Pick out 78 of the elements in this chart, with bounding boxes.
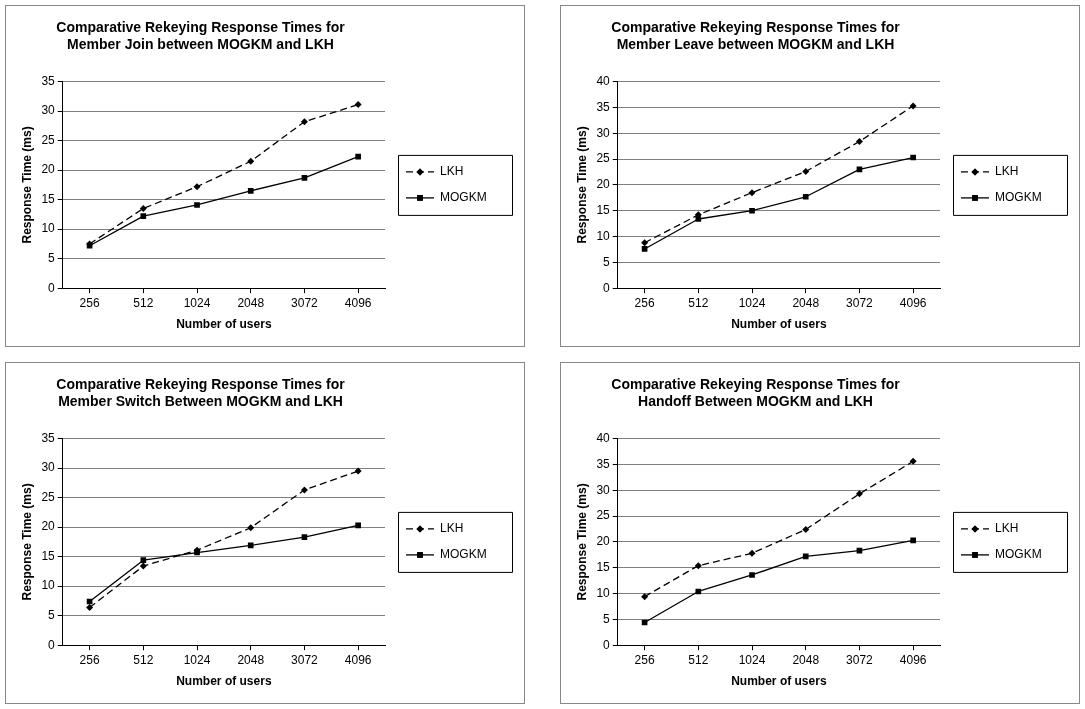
y-tick-label: 0 [48,637,56,652]
x-tick-label: 4096 [899,295,927,310]
x-tick-label: 3072 [291,652,319,667]
y-axis-title: Response Time (ms) [574,483,589,601]
x-tick-label: 1024 [183,295,211,310]
x-axis-title: Number of users [731,674,827,689]
y-tick-label: 30 [596,125,611,140]
legend-label: LKH [440,521,464,536]
legend-label: MOGKM [440,190,487,205]
x-tick-label: 256 [79,652,100,667]
y-tick-label: 30 [41,460,56,475]
x-tick-label: 256 [634,295,655,310]
y-tick-label: 15 [596,560,611,575]
legend-label: MOGKM [440,547,487,562]
x-tick-label: 2048 [237,295,265,310]
y-tick-label: 5 [603,611,611,626]
x-tick-label: 512 [688,652,709,667]
y-tick-label: 5 [603,254,611,269]
x-tick-label: 1024 [183,652,211,667]
y-tick-label: 35 [41,73,56,88]
legend-label: LKH [440,164,464,179]
x-tick-label: 4096 [899,652,927,667]
y-tick-label: 25 [596,151,611,166]
x-tick-label: 512 [688,295,709,310]
y-tick-label: 20 [41,519,56,534]
x-tick-label: 256 [79,295,100,310]
x-tick-label: 512 [133,652,154,667]
legend-label: MOGKM [995,547,1042,562]
y-tick-label: 10 [41,221,56,236]
x-tick-label: 3072 [846,295,874,310]
x-tick-label: 3072 [291,295,319,310]
y-tick-label: 0 [48,280,56,295]
x-tick-label: 4096 [344,295,372,310]
y-tick-label: 30 [596,482,611,497]
x-axis-title: Number of users [176,674,272,689]
y-tick-label: 5 [48,251,56,265]
legend-label: LKH [995,164,1019,179]
legend-label: MOGKM [995,190,1042,205]
y-tick-label: 35 [41,430,56,445]
y-tick-label: 10 [596,585,611,600]
x-tick-label: 2048 [792,652,820,667]
y-tick-label: 15 [41,191,56,206]
y-axis-title: Response Time (ms) [574,126,589,244]
y-tick-label: 25 [41,132,56,147]
x-tick-label: 3072 [846,652,874,667]
x-tick-label: 4096 [344,652,372,667]
x-tick-label: 2048 [792,295,820,310]
y-tick-label: 5 [48,608,56,622]
y-tick-label: 25 [41,489,56,504]
y-tick-label: 10 [596,228,611,243]
legend-label: LKH [995,521,1019,536]
x-axis-title: Number of users [731,317,827,332]
chart-title: Comparative Rekeying Response Times for Member Join between MOGKM and LKH [56,19,346,53]
chart-title: Comparative Rekeying Response Times for Member Leave between MOGKM and LKH [611,19,901,53]
x-tick-label: 512 [133,295,154,310]
y-tick-label: 0 [603,280,611,295]
y-tick-label: 20 [41,162,56,177]
y-tick-label: 15 [41,548,56,563]
chart-title: Comparative Rekeying Response Times for Handoff Between MOGKM and LKH [611,376,901,410]
x-tick-label: 2048 [237,652,265,667]
y-tick-label: 25 [596,508,611,523]
x-tick-label: 1024 [738,652,766,667]
y-tick-label: 30 [41,103,56,118]
y-tick-label: 40 [596,430,611,445]
x-tick-label: 256 [634,652,655,667]
y-tick-label: 35 [596,99,611,114]
x-axis-title: Number of users [176,317,272,332]
y-tick-label: 35 [596,456,611,471]
y-tick-label: 20 [596,177,611,192]
y-tick-label: 0 [603,637,611,652]
y-axis-title: Response Time (ms) [19,126,34,244]
x-tick-label: 1024 [738,295,766,310]
chart-title: Comparative Rekeying Response Times for Member Switch Between MOGKM and LKH [56,376,346,410]
y-tick-label: 10 [41,578,56,593]
y-tick-label: 15 [596,203,611,218]
y-axis-title: Response Time (ms) [19,483,34,601]
y-tick-label: 40 [596,73,611,88]
y-tick-label: 20 [596,534,611,549]
